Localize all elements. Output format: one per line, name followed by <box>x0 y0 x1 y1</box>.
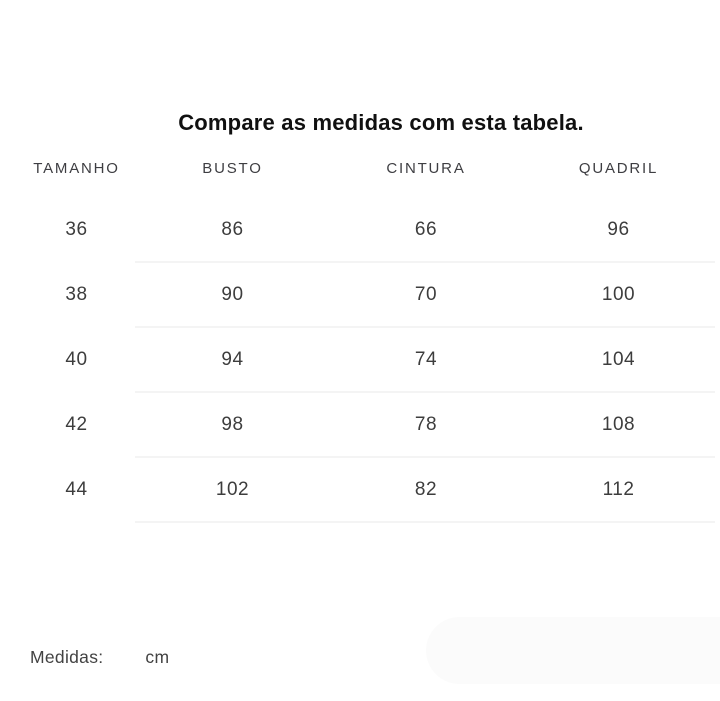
cell-busto: 94 <box>135 327 330 393</box>
cell-tamanho: 44 <box>65 478 88 500</box>
cell-cintura: 82 <box>330 457 522 523</box>
size-chart-table: TAMANHO BUSTO CINTURA QUADRIL 36 86 66 9… <box>0 138 715 523</box>
cell-cintura: 70 <box>330 262 522 328</box>
cell-cintura: 66 <box>330 198 522 263</box>
column-header-quadril: QUADRIL <box>578 159 659 177</box>
cell-tamanho: 38 <box>65 283 88 305</box>
cell-quadril: 104 <box>522 327 715 393</box>
cell-tamanho: 36 <box>65 219 88 240</box>
cell-tamanho: 40 <box>65 348 88 370</box>
measurement-unit-value: cm <box>145 647 170 667</box>
page-title: Compare as medidas com esta tabela. <box>178 110 584 135</box>
column-header-cintura: CINTURA <box>386 159 466 177</box>
cell-busto: 90 <box>135 262 330 328</box>
cell-busto: 102 <box>135 457 330 523</box>
faint-pill-shape <box>426 617 720 684</box>
table-row: 38 90 70 100 <box>0 262 715 328</box>
measurement-unit-note: Medidas: cm <box>30 647 169 668</box>
cell-cintura: 78 <box>330 392 522 458</box>
table-row: 42 98 78 108 <box>0 392 715 458</box>
cell-busto: 86 <box>135 198 330 263</box>
cell-quadril: 100 <box>522 262 715 328</box>
column-header-tamanho: TAMANHO <box>33 159 120 177</box>
cell-busto: 98 <box>135 392 330 458</box>
table-header-row: TAMANHO BUSTO CINTURA QUADRIL <box>0 138 715 198</box>
table-row: 36 86 66 96 <box>0 198 715 263</box>
cell-tamanho: 42 <box>65 413 88 435</box>
column-header-busto: BUSTO <box>202 159 263 177</box>
cell-quadril: 96 <box>522 198 715 263</box>
cell-quadril: 108 <box>522 392 715 458</box>
cell-cintura: 74 <box>330 327 522 393</box>
cell-quadril: 112 <box>522 457 715 523</box>
table-row: 44 102 82 112 <box>0 457 715 523</box>
table-row: 40 94 74 104 <box>0 327 715 393</box>
measurement-label: Medidas: <box>30 647 104 667</box>
